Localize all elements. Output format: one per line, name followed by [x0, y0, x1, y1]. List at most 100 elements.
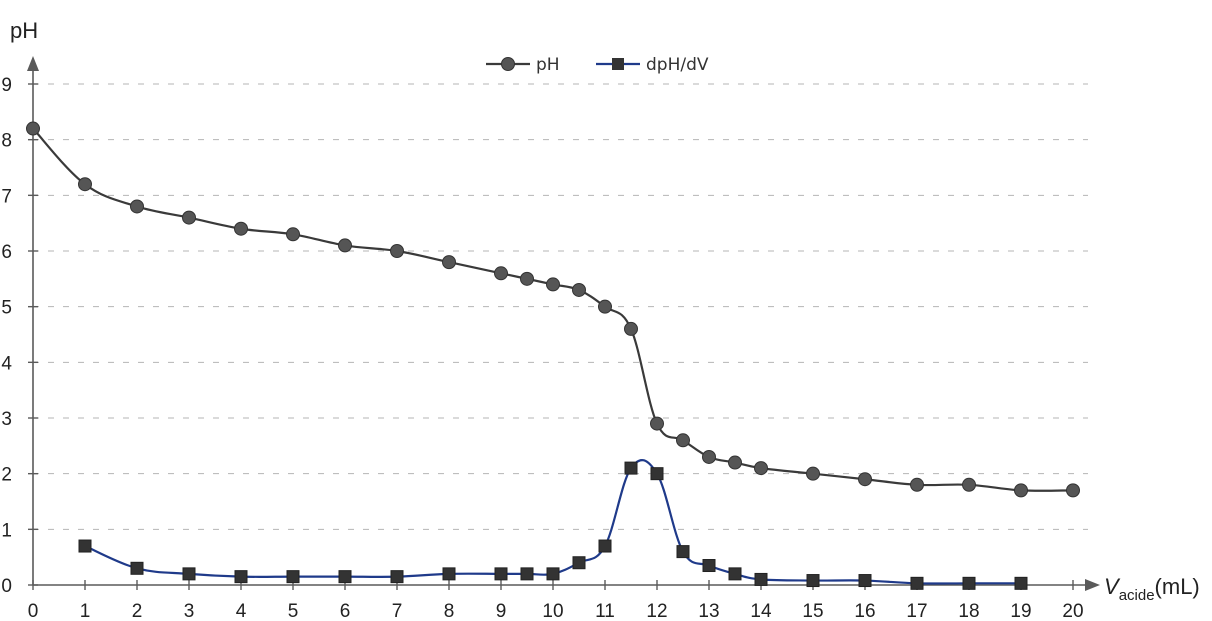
y-tick-label-3: 3 [1, 409, 12, 430]
x-tick-label-1: 1 [80, 601, 91, 621]
x-tick-label-9: 9 [496, 601, 507, 621]
point-ph-14 [624, 321, 638, 336]
x-tick-label-18: 18 [958, 601, 979, 621]
point-dph-dv-21 [910, 576, 924, 590]
legend-marker-dph-dv [612, 58, 624, 70]
y-tick-label-2: 2 [1, 465, 12, 486]
x-tick-label-19: 19 [1010, 601, 1031, 621]
point-dph-dv-10 [546, 567, 560, 581]
y-tick-label-9: 9 [1, 75, 12, 96]
point-dph-dv-5 [338, 570, 352, 584]
point-dph-dv-17 [728, 567, 742, 581]
x-axis-title: Vacide(mL) [1104, 574, 1200, 604]
point-dph-dv-2 [182, 567, 196, 581]
point-ph-15 [650, 416, 664, 431]
x-tick-label-17: 17 [906, 601, 927, 621]
x-tick-label-16: 16 [854, 601, 875, 621]
point-dph-dv-3 [234, 570, 248, 584]
point-dph-dv-14 [650, 467, 664, 481]
point-ph-19 [754, 461, 768, 476]
x-tick-label-13: 13 [698, 601, 719, 621]
point-ph-24 [1014, 483, 1028, 498]
point-dph-dv-12 [598, 539, 612, 553]
y-tick-label-0: 0 [1, 576, 12, 597]
y-tick-label-6: 6 [1, 242, 12, 263]
x-tick-label-5: 5 [288, 601, 299, 621]
series-line-ph [32, 127, 1074, 492]
y-tick-label-1: 1 [1, 520, 12, 541]
point-dph-dv-4 [286, 570, 300, 584]
x-tick-label-0: 0 [28, 601, 39, 621]
x-tick-label-12: 12 [646, 601, 667, 621]
x-tick-label-7: 7 [392, 601, 403, 621]
point-dph-dv-6 [390, 570, 404, 584]
point-dph-dv-0 [78, 539, 92, 553]
point-ph-22 [910, 477, 924, 492]
x-tick-label-6: 6 [340, 601, 351, 621]
x-tick-label-20: 20 [1062, 601, 1083, 621]
point-ph-5 [286, 227, 300, 242]
series-ph [26, 121, 1080, 498]
point-ph-2 [130, 199, 144, 214]
point-ph-1 [78, 177, 92, 192]
point-dph-dv-8 [494, 567, 508, 581]
x-tick-label-15: 15 [802, 601, 823, 621]
x-axis-title-unit: (mL) [1155, 574, 1200, 599]
point-ph-8 [442, 255, 456, 270]
x-axis-title-subscript: acide [1119, 587, 1155, 604]
point-ph-12 [572, 282, 586, 297]
y-tick-label-5: 5 [1, 298, 12, 319]
point-ph-17 [702, 449, 716, 464]
x-axis-title-symbol: V [1104, 574, 1121, 599]
point-dph-dv-13 [624, 461, 638, 475]
point-dph-dv-19 [806, 574, 820, 588]
legend-label-ph: pH [536, 55, 560, 75]
point-ph-20 [806, 466, 820, 481]
point-ph-21 [858, 472, 872, 487]
point-ph-16 [676, 433, 690, 448]
point-ph-25 [1066, 483, 1080, 498]
legend-label-dph-dv: dpH/dV [646, 55, 709, 75]
point-dph-dv-22 [962, 576, 976, 590]
point-ph-18 [728, 455, 742, 470]
legend: pH dpH/dV [486, 55, 709, 75]
point-ph-11 [546, 277, 560, 292]
x-tick-label-8: 8 [444, 601, 455, 621]
point-ph-13 [598, 299, 612, 314]
grid-layer [33, 83, 1088, 530]
x-tick-label-11: 11 [595, 601, 615, 621]
x-tick-label-10: 10 [542, 601, 563, 621]
point-ph-3 [182, 210, 196, 225]
y-axis-arrow [27, 56, 39, 71]
x-tick-label-3: 3 [184, 601, 195, 621]
legend-marker-ph [501, 57, 515, 71]
point-dph-dv-20 [858, 574, 872, 588]
y-tick-label-7: 7 [1, 186, 12, 207]
point-dph-dv-9 [520, 567, 534, 581]
y-axis-title: pH [10, 18, 38, 43]
point-dph-dv-7 [442, 567, 456, 581]
point-dph-dv-15 [676, 545, 690, 559]
x-tick-label-14: 14 [750, 601, 772, 621]
point-ph-0 [26, 121, 40, 136]
point-ph-23 [962, 477, 976, 492]
point-dph-dv-16 [702, 559, 716, 573]
series-line-dph-dv [84, 459, 1021, 585]
x-axis-arrow [1085, 579, 1100, 591]
point-ph-4 [234, 221, 248, 236]
y-tick-label-4: 4 [1, 353, 12, 374]
x-tick-label-2: 2 [132, 601, 143, 621]
y-tick-label-8: 8 [1, 131, 12, 152]
series-layer [26, 121, 1080, 590]
axis-layer: pH Vacide(mL) [10, 18, 1200, 604]
point-ph-6 [338, 238, 352, 253]
point-dph-dv-18 [754, 572, 768, 586]
point-dph-dv-1 [130, 561, 144, 575]
point-ph-10 [520, 271, 534, 286]
point-dph-dv-23 [1014, 576, 1028, 590]
x-tick-label-4: 4 [236, 601, 247, 621]
series-dph-dv [78, 459, 1028, 590]
